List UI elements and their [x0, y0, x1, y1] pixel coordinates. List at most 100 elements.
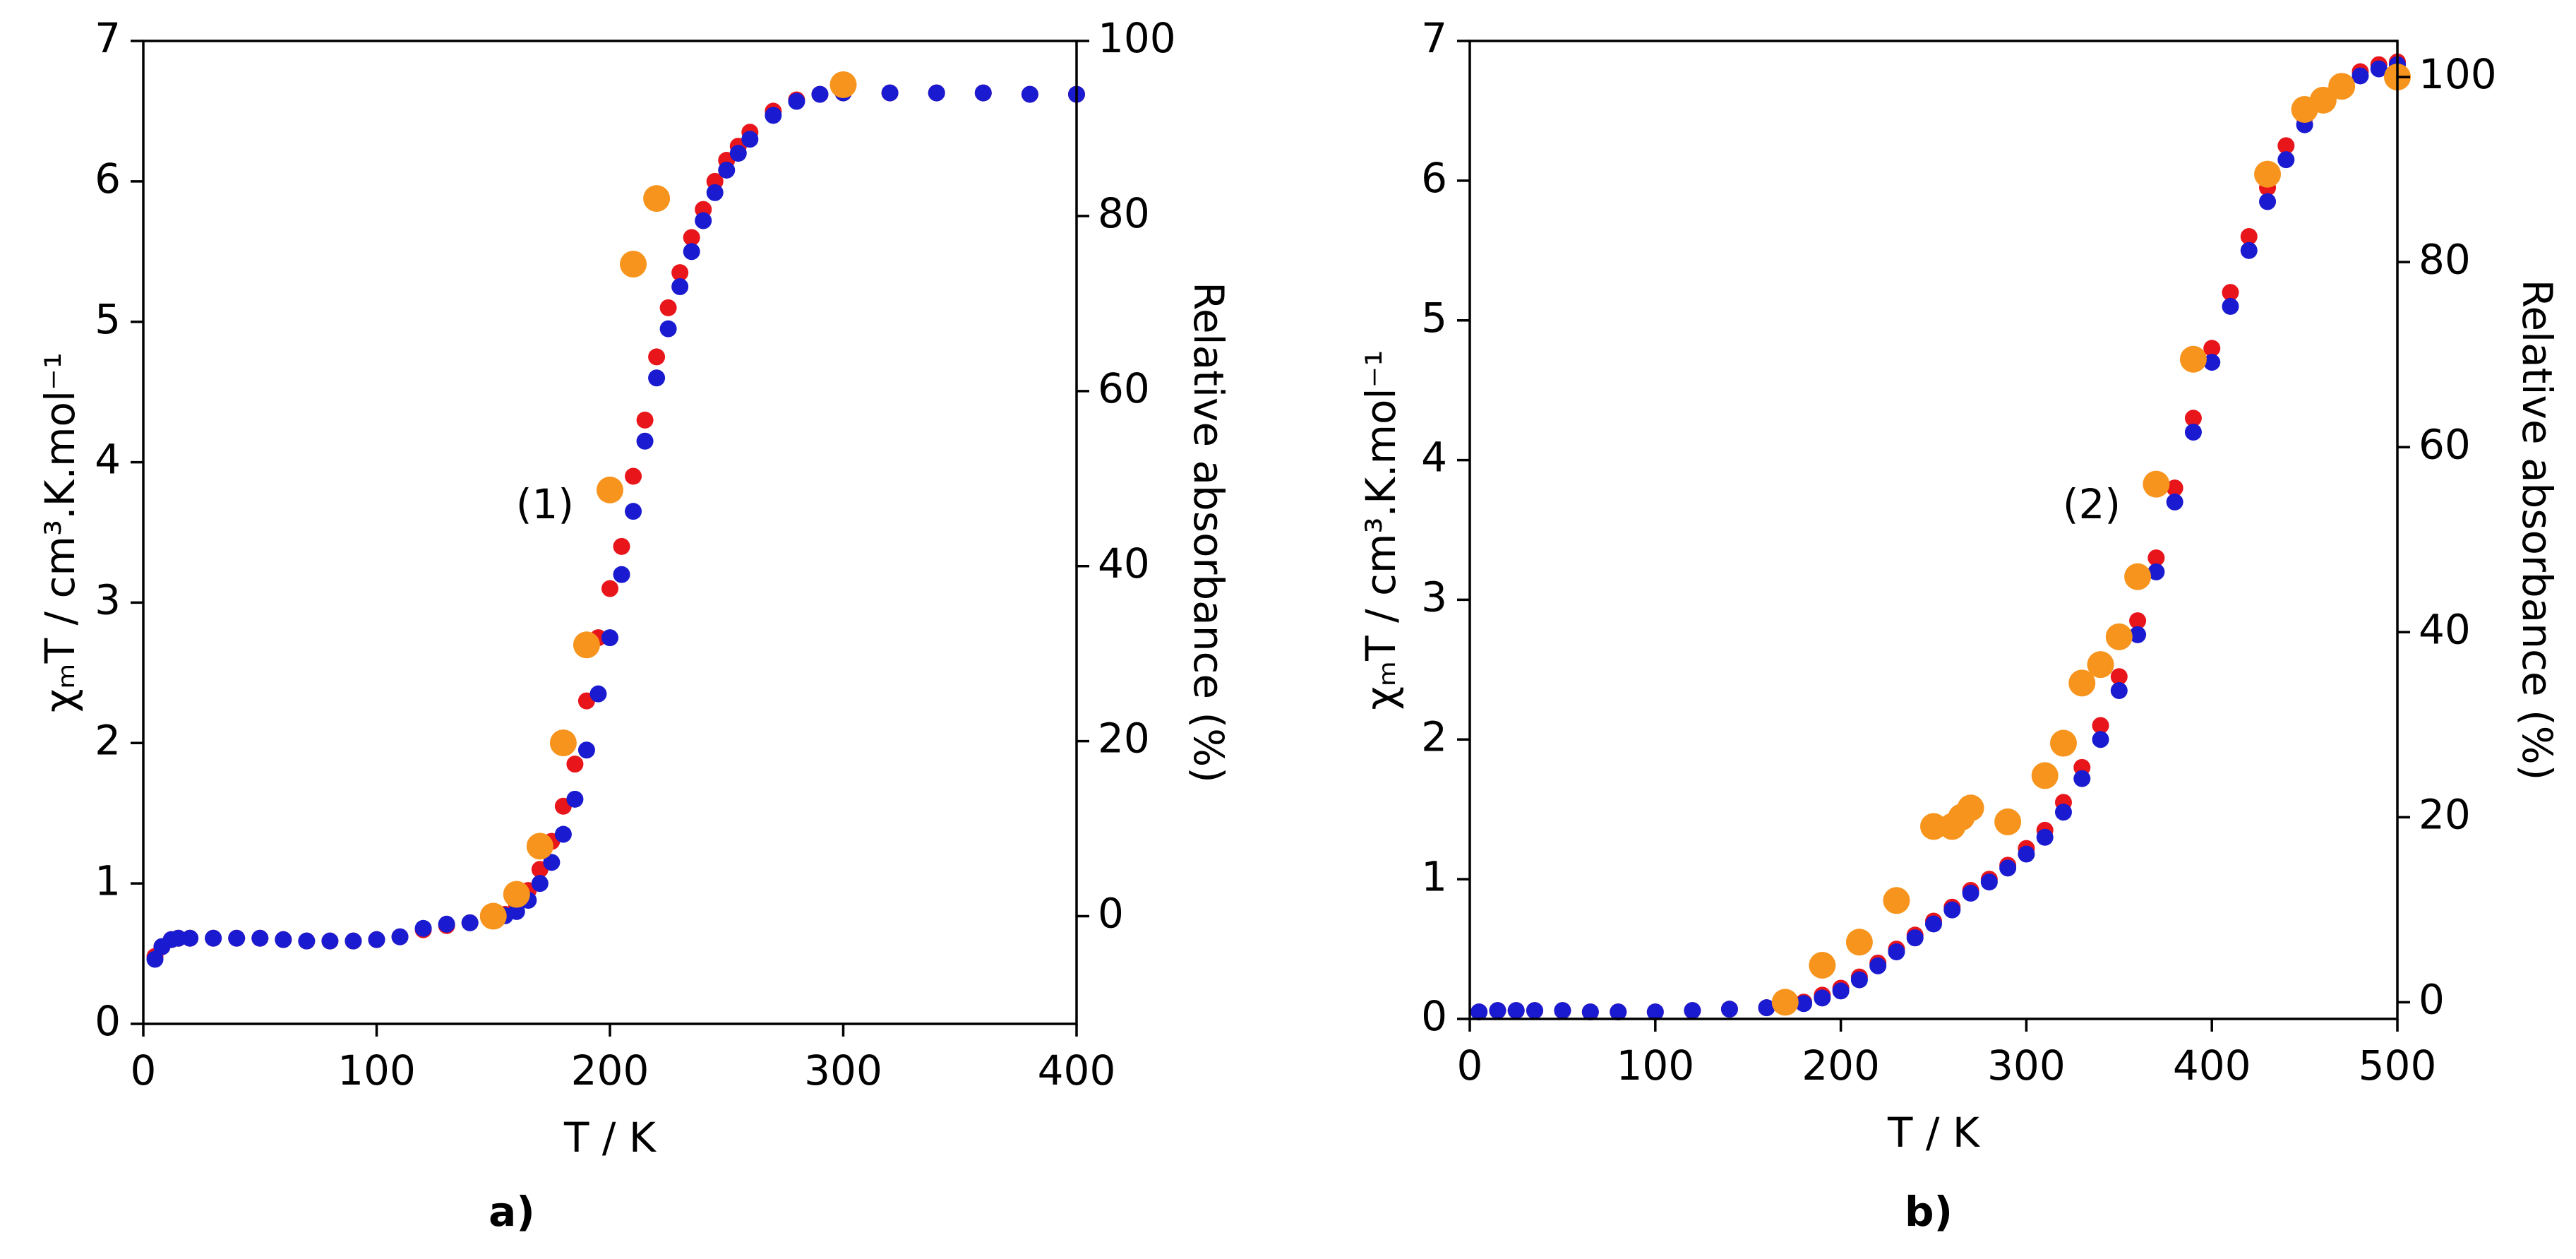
- data-point: [1526, 1002, 1543, 1020]
- data-point: [543, 854, 561, 871]
- data-point: [589, 685, 607, 703]
- data-point: [2184, 410, 2202, 427]
- data-point: [625, 503, 642, 520]
- data-point: [1962, 884, 1979, 902]
- data-point: [438, 915, 455, 933]
- panel-label: a): [489, 1188, 535, 1236]
- data-point: [625, 467, 642, 485]
- data-point: [1554, 1002, 1571, 1020]
- data-point: [729, 145, 747, 162]
- data-point: [1957, 794, 1984, 822]
- data-point: [2222, 297, 2239, 315]
- data-point: [1845, 929, 1873, 956]
- data-point: [2105, 623, 2133, 650]
- data-point: [573, 631, 600, 659]
- data-point: [2184, 424, 2202, 441]
- data-point: [2166, 479, 2183, 497]
- data-point: [1771, 989, 1799, 1016]
- plot-panel: 0 100 200 300 400 500 0 1 2 3 4 5 6 7 0 20 40 60 80 100 T / …: [1357, 14, 2561, 1236]
- data-point: [613, 537, 630, 555]
- data-point: [2166, 493, 2183, 511]
- data-point: [1021, 85, 1038, 103]
- data-point: [613, 566, 630, 583]
- data-point: [205, 929, 222, 947]
- x-tick-label: 300: [804, 1046, 882, 1094]
- data-point: [1994, 808, 2022, 835]
- data-point: [683, 229, 700, 246]
- data-point: [1646, 1003, 1664, 1021]
- x-tick-label: 100: [337, 1046, 416, 1094]
- y2-tick-label: 100: [1098, 14, 1176, 62]
- y-axis-label: χₘT / cm³.K.mol⁻¹: [1357, 350, 1405, 710]
- data-point: [1980, 873, 1998, 891]
- y2-tick-label: 40: [2419, 605, 2471, 653]
- data-point: [974, 84, 992, 102]
- y2-axis-label: Relative absorbance (%): [2513, 280, 2561, 781]
- x-tick-label: 200: [571, 1046, 649, 1094]
- y-tick-label: 5: [1421, 294, 1447, 342]
- y2-tick-label: 0: [2419, 976, 2445, 1024]
- data-point: [531, 875, 549, 893]
- data-point: [811, 85, 829, 103]
- data-point: [181, 929, 199, 947]
- y-tick-label: 4: [95, 436, 121, 484]
- data-point: [1999, 859, 2017, 877]
- x-tick-label: 500: [2359, 1042, 2437, 1090]
- data-point: [228, 929, 246, 947]
- data-point: [461, 914, 479, 931]
- y-tick-label: 5: [95, 295, 121, 343]
- data-point: [508, 902, 525, 920]
- data-point: [1888, 943, 1905, 961]
- x-tick-label: 400: [1038, 1046, 1116, 1094]
- x-tick-label: 0: [1457, 1042, 1483, 1090]
- data-point: [881, 84, 899, 102]
- y2-tick-label: 80: [2419, 235, 2471, 283]
- y-tick-label: 3: [1421, 573, 1447, 621]
- data-point: [1809, 952, 1836, 979]
- data-point: [321, 932, 339, 950]
- data-point: [479, 902, 507, 930]
- data-point: [706, 184, 724, 201]
- x-tick-label: 200: [1802, 1042, 1880, 1090]
- data-point: [1943, 901, 1961, 919]
- data-point: [1869, 957, 1887, 974]
- y2-tick-label: 80: [1098, 189, 1150, 237]
- y-tick-label: 7: [95, 14, 121, 62]
- y2-tick-label: 60: [1098, 364, 1150, 412]
- data-point: [718, 161, 736, 179]
- data-point: [2328, 73, 2356, 100]
- data-point: [597, 476, 623, 503]
- y-tick-label: 2: [95, 716, 121, 764]
- data-point: [345, 932, 362, 950]
- y-tick-label: 0: [95, 997, 121, 1045]
- x-tick-label: 400: [2173, 1042, 2251, 1090]
- y-axis-label: χₘT / cm³.K.mol⁻¹: [36, 352, 84, 712]
- data-point: [1925, 915, 1942, 933]
- data-point: [2309, 86, 2337, 114]
- data-point: [695, 212, 712, 229]
- y2-tick-label: 20: [1098, 715, 1150, 763]
- data-point: [643, 185, 671, 213]
- y2-tick-label: 60: [2419, 420, 2471, 468]
- data-point: [2049, 729, 2077, 757]
- data-point: [636, 432, 654, 450]
- data-point: [671, 278, 689, 295]
- data-point: [741, 131, 759, 148]
- y-tick-label: 6: [1421, 154, 1447, 202]
- data-point: [1795, 995, 1813, 1013]
- plot-frame: [142, 40, 1078, 1025]
- data-point: [549, 729, 577, 757]
- data-point: [2143, 470, 2170, 498]
- data-point: [169, 929, 187, 947]
- data-point: [2068, 669, 2096, 697]
- y-tick-label: 7: [1421, 14, 1447, 62]
- data-point: [2240, 241, 2258, 259]
- data-point: [829, 71, 857, 98]
- y2-tick-label: 20: [2419, 790, 2471, 838]
- data-point: [620, 251, 647, 278]
- data-point: [788, 93, 805, 110]
- data-point: [2352, 67, 2369, 85]
- data-point: [368, 931, 385, 948]
- data-point: [636, 411, 654, 429]
